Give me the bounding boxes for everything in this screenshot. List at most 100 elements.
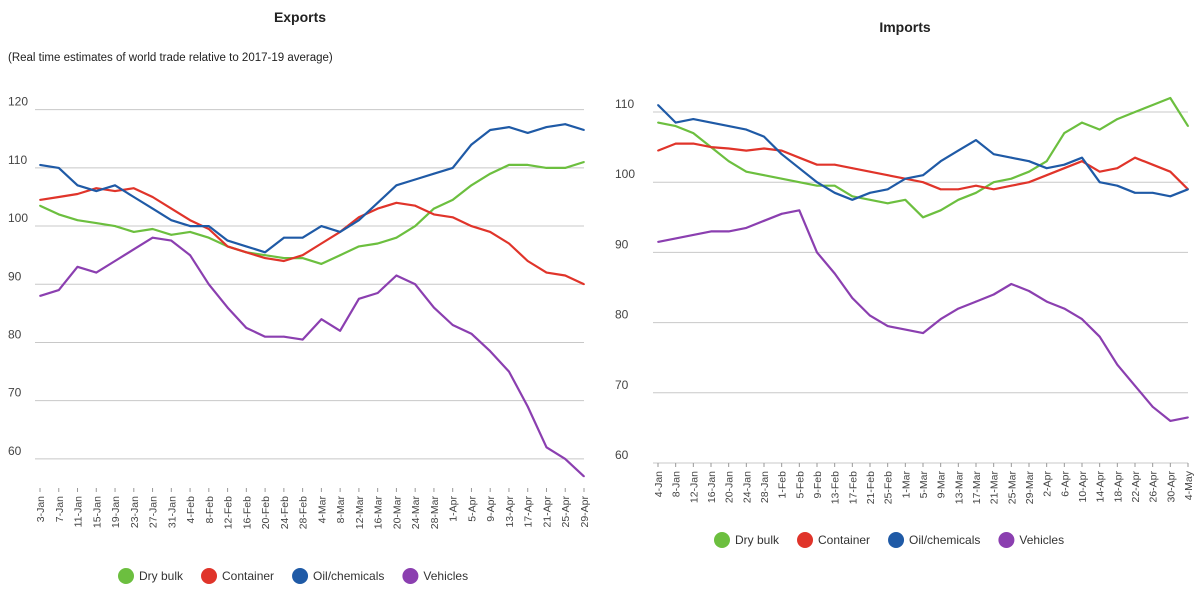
data-point bbox=[1169, 170, 1172, 173]
data-point bbox=[1081, 318, 1083, 321]
data-point bbox=[939, 188, 942, 191]
data-point bbox=[170, 207, 173, 210]
data-point bbox=[1169, 97, 1172, 99]
data-point bbox=[869, 170, 871, 173]
data-point bbox=[376, 292, 379, 294]
legend-label: Dry bulk bbox=[735, 533, 780, 547]
legend-label: Oil/chemicals bbox=[909, 533, 980, 547]
data-point bbox=[451, 198, 454, 201]
data-point bbox=[692, 233, 695, 236]
data-point bbox=[76, 265, 79, 268]
data-point bbox=[170, 233, 173, 236]
x-tick-label: 26-Apr bbox=[1148, 470, 1160, 502]
data-point bbox=[376, 207, 379, 210]
x-tick-label: 24-Jan bbox=[741, 471, 753, 503]
data-point bbox=[1151, 191, 1154, 194]
data-point bbox=[282, 257, 285, 259]
x-tick-label: 4-May bbox=[1183, 470, 1195, 500]
data-point bbox=[1169, 195, 1172, 198]
x-tick-label: 7-Jan bbox=[54, 496, 66, 522]
data-point bbox=[1028, 181, 1030, 184]
series-line-oil-chemicals bbox=[39, 123, 585, 254]
chart-subtitle: (Real time estimates of world trade rela… bbox=[8, 52, 333, 64]
data-point bbox=[57, 289, 60, 291]
data-point bbox=[564, 123, 567, 126]
data-point bbox=[433, 306, 435, 309]
y-tick-label: 60 bbox=[615, 448, 629, 462]
data-point bbox=[1116, 184, 1119, 187]
x-tick-label: 8-Jan bbox=[671, 471, 683, 497]
x-tick-label: 9-Mar bbox=[936, 470, 948, 498]
x-tick-label: 6-Apr bbox=[1059, 471, 1071, 497]
x-tick-label: 20-Jan bbox=[724, 471, 736, 503]
data-point bbox=[451, 324, 454, 326]
data-point bbox=[207, 236, 210, 239]
y-tick-label: 110 bbox=[8, 153, 27, 167]
data-point bbox=[39, 204, 41, 207]
data-point bbox=[301, 257, 304, 259]
data-point bbox=[1045, 160, 1048, 163]
data-point bbox=[992, 188, 995, 191]
imports-plot: 60 70 80 90 100 110 4-Jan 8-Jan 12-Jan 16-Jan 20-J… bbox=[615, 96, 1195, 548]
data-point bbox=[282, 260, 285, 262]
data-point bbox=[57, 213, 60, 216]
series-line-vehicles bbox=[39, 236, 585, 478]
x-tick-label: 14-Apr bbox=[1095, 470, 1107, 502]
y-tick-label: 90 bbox=[8, 269, 22, 283]
data-point bbox=[76, 219, 79, 222]
y-tick-label: 100 bbox=[615, 167, 635, 181]
x-tick-label: 5-Apr bbox=[466, 496, 478, 522]
data-point bbox=[189, 225, 191, 227]
data-point bbox=[1116, 167, 1119, 170]
x-tick-label: 12-Feb bbox=[223, 496, 235, 529]
data-point bbox=[39, 295, 41, 297]
data-point bbox=[207, 228, 210, 230]
data-point bbox=[1063, 132, 1066, 134]
data-point bbox=[301, 338, 304, 341]
data-point bbox=[451, 216, 454, 219]
data-point bbox=[745, 128, 748, 131]
data-point bbox=[151, 236, 154, 239]
data-point bbox=[320, 242, 323, 245]
x-tick-label: 4-Mar bbox=[316, 495, 328, 523]
y-tick-label: 70 bbox=[8, 386, 22, 400]
y-tick-label: 100 bbox=[8, 211, 28, 225]
x-tick-label: 24-Feb bbox=[279, 496, 291, 529]
data-point bbox=[526, 260, 529, 262]
x-tick-label: 13-Apr bbox=[504, 495, 516, 527]
x-tick-label: 28-Jan bbox=[759, 471, 771, 503]
x-tick-label: 1-Apr bbox=[448, 496, 460, 522]
x-tick-label: 9-Feb bbox=[812, 471, 824, 499]
data-point bbox=[1134, 384, 1136, 387]
data-point bbox=[414, 225, 417, 227]
data-point bbox=[674, 237, 677, 240]
data-point bbox=[674, 121, 677, 124]
data-point bbox=[357, 219, 360, 222]
data-point bbox=[886, 174, 889, 177]
data-point bbox=[1134, 156, 1136, 159]
data-point bbox=[727, 147, 730, 150]
data-point bbox=[1151, 405, 1154, 408]
data-point bbox=[851, 198, 854, 201]
data-point bbox=[545, 271, 548, 274]
x-tick-label: 24-Mar bbox=[410, 496, 422, 530]
data-point bbox=[833, 163, 836, 166]
data-point bbox=[710, 230, 712, 233]
chart-title: Imports bbox=[879, 19, 931, 35]
data-point bbox=[798, 181, 801, 184]
data-point bbox=[245, 251, 248, 254]
data-point bbox=[1010, 283, 1013, 285]
data-point bbox=[692, 132, 695, 134]
data-point bbox=[76, 184, 79, 187]
data-point bbox=[132, 187, 135, 190]
data-point bbox=[470, 184, 473, 187]
data-point bbox=[992, 181, 995, 184]
data-point bbox=[745, 149, 748, 152]
y-tick-label: 110 bbox=[615, 97, 634, 111]
data-point bbox=[780, 212, 783, 215]
legend-label: Oil/chemicals bbox=[313, 569, 384, 583]
data-point bbox=[226, 239, 229, 242]
data-point bbox=[975, 184, 977, 187]
x-tick-label: 31-Jan bbox=[166, 496, 178, 528]
data-point bbox=[1098, 335, 1101, 338]
